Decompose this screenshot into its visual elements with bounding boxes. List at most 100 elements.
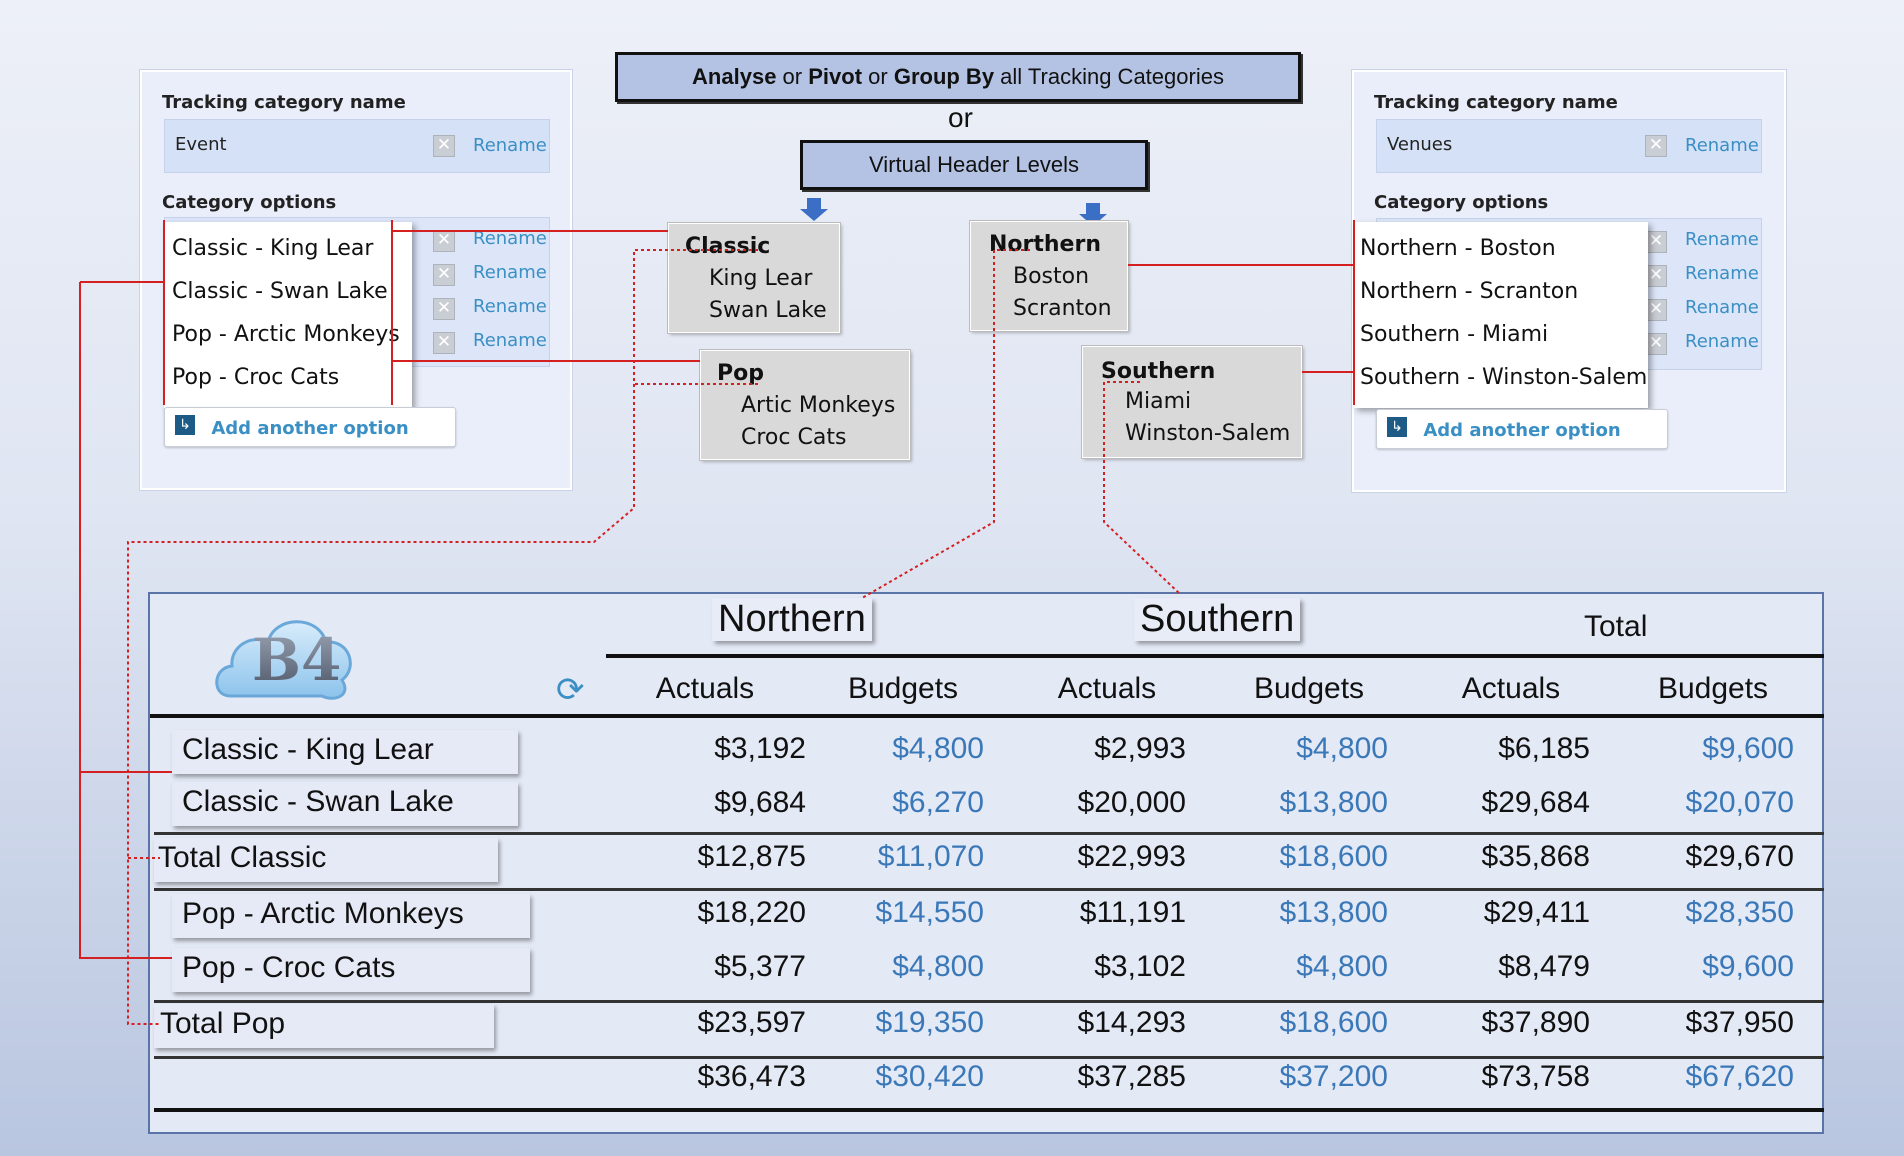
- or-text: or: [948, 102, 973, 133]
- rename-link[interactable]: Rename: [1685, 331, 1759, 352]
- group-item: Swan Lake: [709, 298, 827, 323]
- row-label: Classic - Swan Lake: [172, 782, 518, 826]
- table-cell: $2,993: [1094, 732, 1186, 765]
- group-item: Boston: [1013, 264, 1090, 289]
- group-item: Miami: [1125, 389, 1192, 414]
- delete-icon[interactable]: ✕: [1645, 135, 1667, 157]
- option-item[interactable]: Southern - Winston-Salem: [1360, 365, 1648, 390]
- group-box-northern: Northern Boston Scranton: [970, 221, 1128, 331]
- svg-text:B4: B4: [252, 626, 341, 694]
- delete-icon[interactable]: ✕: [433, 332, 455, 354]
- table-cell: $11,070: [877, 840, 984, 873]
- table-cell: $19,350: [875, 1006, 984, 1039]
- table-cell: $5,377: [714, 950, 806, 983]
- rename-link[interactable]: Rename: [473, 135, 547, 156]
- options-list: Northern - Boston Northern - Scranton So…: [1354, 222, 1648, 408]
- rename-link[interactable]: Rename: [473, 228, 547, 249]
- delete-icon[interactable]: ✕: [433, 230, 455, 252]
- option-item[interactable]: Classic - Swan Lake: [172, 279, 388, 304]
- table-cell: $37,890: [1481, 1006, 1590, 1039]
- rename-link[interactable]: Rename: [1685, 263, 1759, 284]
- category-options-label: Category options: [1374, 192, 1549, 213]
- delete-icon[interactable]: ✕: [1645, 299, 1667, 321]
- tracking-name-label: Tracking category name: [1374, 92, 1618, 113]
- table-cell: $6,270: [892, 786, 984, 819]
- table-cell: $67,620: [1685, 1060, 1794, 1093]
- rename-link[interactable]: Rename: [1685, 135, 1759, 156]
- option-item[interactable]: Pop - Croc Cats: [172, 365, 340, 390]
- group-item: Scranton: [1013, 296, 1112, 321]
- table-cell: $11,191: [1079, 896, 1186, 929]
- delete-icon[interactable]: ✕: [1645, 265, 1667, 287]
- table-cell: $13,800: [1279, 896, 1388, 929]
- row-label: Pop - Arctic Monkeys: [172, 894, 530, 938]
- refresh-icon[interactable]: ⟳: [556, 670, 585, 710]
- rename-link[interactable]: Rename: [473, 330, 547, 351]
- table-cell: $18,600: [1279, 840, 1388, 873]
- table-cell: $12,875: [697, 840, 806, 873]
- table-cell: $20,070: [1685, 786, 1794, 819]
- table-cell: $36,473: [697, 1060, 806, 1093]
- tracking-name-label: Tracking category name: [162, 92, 406, 113]
- table-cell: $22,993: [1077, 840, 1186, 873]
- option-item[interactable]: Pop - Arctic Monkeys: [172, 322, 400, 347]
- col-header-budgets: Budgets: [847, 672, 959, 705]
- table-cell: $9,684: [714, 786, 806, 819]
- table-cell: $18,220: [697, 896, 806, 929]
- group-item: Croc Cats: [741, 425, 847, 450]
- option-item[interactable]: Northern - Boston: [1360, 236, 1556, 261]
- table-cell: $35,868: [1481, 840, 1590, 873]
- col-group-total: Total: [1584, 610, 1648, 643]
- left-tracking-panel: Tracking category name Event ✕ Rename Ca…: [140, 70, 572, 490]
- rename-link[interactable]: Rename: [1685, 229, 1759, 250]
- group-item: Winston-Salem: [1125, 421, 1291, 446]
- tracking-name-field[interactable]: Venues ✕ Rename: [1376, 119, 1762, 173]
- table-cell: $37,950: [1685, 1006, 1794, 1039]
- delete-icon[interactable]: ✕: [1645, 231, 1667, 253]
- option-item[interactable]: Classic - King Lear: [172, 236, 374, 261]
- delete-icon[interactable]: ✕: [433, 135, 455, 157]
- col-header-actuals: Actuals: [1461, 672, 1561, 705]
- tracking-name-field[interactable]: Event ✕ Rename: [164, 119, 550, 173]
- delete-icon[interactable]: ✕: [433, 264, 455, 286]
- group-box-pop: Pop Artic Monkeys Croc Cats: [700, 350, 910, 460]
- table-cell: $29,411: [1483, 896, 1590, 929]
- col-group-southern: Southern: [1134, 598, 1301, 641]
- rename-link[interactable]: Rename: [473, 262, 547, 283]
- add-option-button[interactable]: ↳ Add another option: [164, 407, 456, 447]
- table-cell: $8,479: [1498, 950, 1590, 983]
- table-cell: $6,185: [1498, 732, 1590, 765]
- row-label: Total Pop: [154, 1004, 494, 1048]
- table-cell: $4,800: [1296, 950, 1388, 983]
- table-cell: $29,684: [1481, 786, 1590, 819]
- add-option-button[interactable]: ↳ Add another option: [1376, 409, 1668, 449]
- rename-link[interactable]: Rename: [1685, 297, 1759, 318]
- delete-icon[interactable]: ✕: [1645, 333, 1667, 355]
- option-item[interactable]: Northern - Scranton: [1360, 279, 1579, 304]
- table-cell: $14,293: [1077, 1006, 1186, 1039]
- table-cell: $3,102: [1094, 950, 1186, 983]
- group-title: Pop: [717, 361, 764, 386]
- table-cell: $9,600: [1702, 732, 1794, 765]
- tracking-name-value: Venues: [1387, 134, 1453, 155]
- delete-icon[interactable]: ✕: [433, 298, 455, 320]
- col-header-budgets: Budgets: [1657, 672, 1769, 705]
- category-options-label: Category options: [162, 192, 337, 213]
- table-cell: $14,550: [875, 896, 984, 929]
- col-header-actuals: Actuals: [1057, 672, 1157, 705]
- col-header-budgets: Budgets: [1253, 672, 1365, 705]
- b4-cloud-logo: B4: [215, 620, 352, 700]
- table-cell: $9,600: [1702, 950, 1794, 983]
- option-item[interactable]: Southern - Miami: [1360, 322, 1549, 347]
- group-title: Classic: [685, 234, 771, 259]
- table-cell: $73,758: [1481, 1060, 1590, 1093]
- group-item: Artic Monkeys: [741, 393, 896, 418]
- right-tracking-panel: Tracking category name Venues ✕ Rename C…: [1352, 70, 1786, 492]
- row-label: Pop - Croc Cats: [172, 948, 530, 992]
- analyse-pivot-header: Analyse or Pivot or Group By all Trackin…: [615, 52, 1301, 102]
- tracking-name-value: Event: [175, 134, 227, 155]
- row-label: Classic - King Lear: [172, 730, 518, 774]
- table-cell: $28,350: [1685, 896, 1794, 929]
- table-cell: $18,600: [1279, 1006, 1388, 1039]
- rename-link[interactable]: Rename: [473, 296, 547, 317]
